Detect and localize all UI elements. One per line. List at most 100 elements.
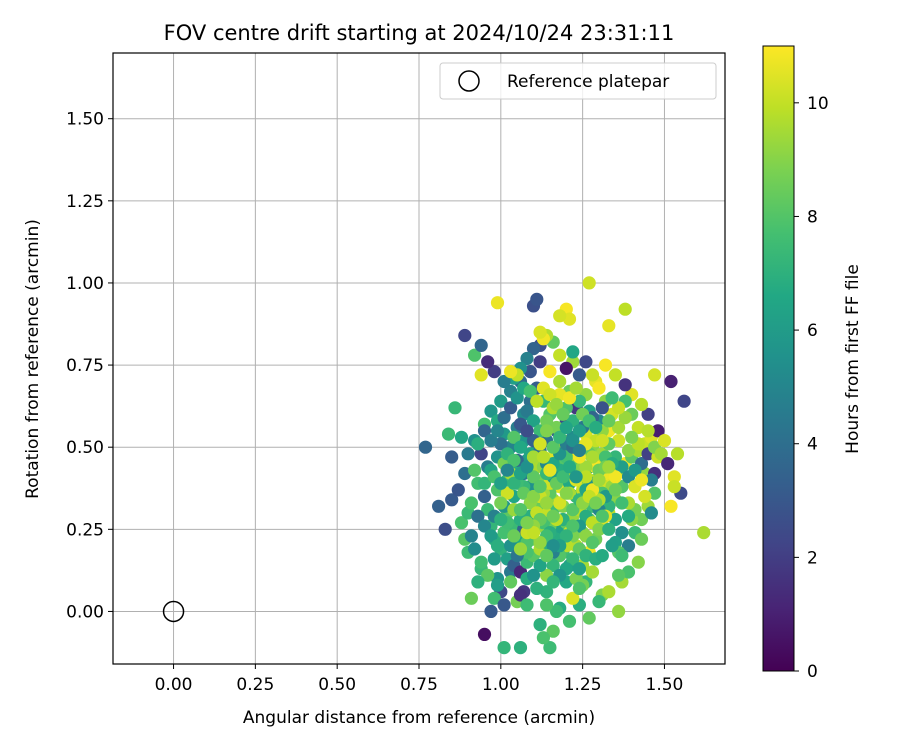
data-point [644,506,659,520]
colorbar-tick-label: 2 [807,548,818,568]
data-point [621,539,636,553]
data-point [615,549,629,563]
data-point [454,430,469,444]
data-point [546,539,560,553]
data-point [520,404,534,418]
data-point [566,519,580,533]
data-point [526,526,541,540]
data-point [546,558,560,573]
data-point [569,470,583,484]
legend-reference-marker [458,70,480,92]
data-point [513,440,528,454]
y-tick-label: 1.00 [66,274,104,294]
data-point [592,473,606,487]
data-point [641,407,655,421]
data-point [490,424,505,438]
data-point [461,447,475,461]
data-point [589,420,603,435]
data-point [543,641,557,655]
data-point [540,414,554,428]
data-point [500,463,514,477]
data-point [618,411,632,425]
data-point [471,509,485,523]
data-point [533,325,547,339]
data-point [592,522,606,536]
x-axis-ticks: 0.00 0.25 0.50 0.75 1.00 1.25 1.50 [155,664,683,695]
data-point [520,516,534,530]
data-point [432,499,446,513]
data-point [497,374,511,389]
data-point [634,397,649,412]
data-point [494,512,508,527]
data-point [481,568,495,582]
data-point [526,568,541,582]
data-point [445,493,459,507]
data-point [484,434,498,448]
data-point [523,384,537,398]
data-point [533,437,547,451]
data-point [628,463,642,477]
data-point [507,476,521,490]
data-point [530,581,544,596]
data-point [621,443,636,458]
data-point [484,604,498,619]
colorbar: 0 2 4 6 8 10 Hours from first FF file [762,45,863,682]
data-point [612,401,626,415]
data-point [530,292,544,306]
data-point [618,378,632,392]
data-point [572,368,587,382]
data-point [657,434,672,448]
data-point [477,627,492,642]
data-point [621,565,636,579]
colorbar-tick-label: 8 [807,207,818,227]
colorbar-ticks: 0 2 4 6 8 10 [794,94,829,682]
data-point [667,470,681,484]
data-point [553,430,567,444]
data-point [500,486,514,500]
data-point [520,598,534,612]
data-point [556,407,570,421]
colorbar-gradient [762,45,795,672]
data-point [582,611,596,625]
y-tick-label: 0.75 [66,356,104,376]
data-point [572,581,587,596]
data-point [595,509,609,523]
data-point [513,542,528,556]
data-point [608,512,623,527]
data-point [497,641,511,655]
data-point [504,575,518,589]
data-point [471,575,485,589]
data-point [612,604,626,619]
data-point [670,447,685,461]
data-point [641,424,655,438]
data-point [540,424,554,438]
data-point [468,463,482,477]
data-point [664,374,678,389]
y-axis-label: Rotation from reference (arcmin) [23,219,43,499]
data-point [451,483,465,497]
chart-title: FOV centre drift starting at 2024/10/24 … [164,21,675,45]
data-point [569,381,583,395]
data-point [602,414,616,428]
data-point [497,411,511,425]
data-point [474,447,488,461]
data-point [448,401,462,415]
data-point [533,535,547,550]
data-point [540,598,554,612]
data-point [553,348,567,362]
data-point [605,539,619,553]
data-point [540,496,554,510]
data-point [592,381,606,395]
data-point [513,588,528,602]
data-point [661,457,675,471]
data-point [543,388,557,402]
data-point [477,476,492,490]
legend: Reference platepar [439,62,717,100]
colorbar-tick-label: 10 [807,94,829,114]
data-point [441,427,456,441]
data-point [546,624,560,638]
data-point [536,631,551,645]
data-point [445,450,459,464]
data-point [608,470,623,484]
data-point [602,522,616,536]
